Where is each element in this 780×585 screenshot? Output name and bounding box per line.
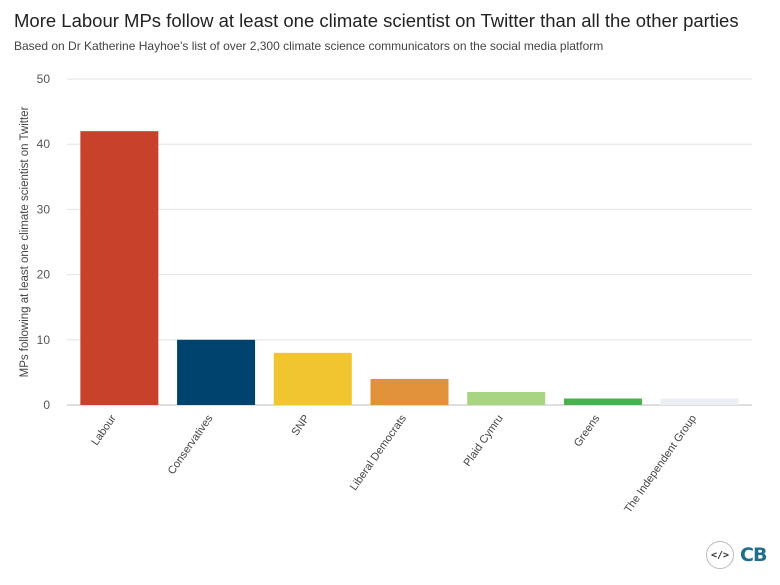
x-tick-label: The Independent Group	[622, 413, 699, 516]
bar-plaid-cymru	[467, 391, 546, 405]
bar-labour	[80, 131, 159, 405]
y-tick-label: 30	[37, 202, 51, 216]
y-tick-label: 40	[37, 137, 51, 151]
logo-text: CB	[740, 544, 767, 566]
x-tick-label: SNP	[289, 413, 312, 438]
bar-snp	[273, 352, 352, 405]
bar-conservatives	[177, 339, 256, 405]
x-tick-label: Plaid Cymru	[461, 413, 505, 469]
chart-subtitle: Based on Dr Katherine Hayhoe's list of o…	[14, 39, 604, 53]
chart-title: More Labour MPs follow at least one clim…	[14, 10, 739, 31]
x-tick-label: Liberal Democrats	[348, 412, 409, 492]
y-axis-label: MPs following at least one climate scien…	[19, 106, 31, 377]
y-tick-label: 50	[37, 72, 51, 86]
bar-liberal-democrats	[370, 378, 449, 405]
bar-the-independent-group	[660, 398, 739, 405]
x-tick-label: Labour	[89, 413, 119, 448]
y-tick-label: 10	[37, 333, 51, 347]
y-tick-label: 20	[37, 268, 51, 282]
carbon-brief-logo: </> CB	[706, 541, 767, 569]
bar-greens	[563, 398, 642, 405]
x-tick-label: Conservatives	[166, 412, 216, 476]
code-icon: </>	[706, 541, 734, 569]
x-tick-label: Greens	[572, 412, 603, 449]
y-tick-label: 0	[43, 398, 50, 412]
